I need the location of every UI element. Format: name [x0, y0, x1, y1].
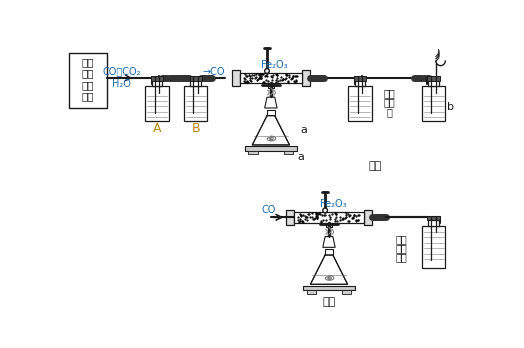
Bar: [287, 209, 294, 225]
Bar: [240, 73, 302, 83]
Bar: [145, 86, 169, 121]
Bar: [422, 86, 445, 121]
Bar: [355, 80, 365, 86]
Polygon shape: [252, 116, 289, 145]
Text: H₂O: H₂O: [112, 79, 130, 89]
Text: a: a: [300, 125, 307, 135]
Bar: [348, 86, 372, 121]
Text: →CO: →CO: [203, 67, 225, 77]
Bar: [232, 70, 240, 86]
Bar: [151, 77, 163, 81]
Bar: [428, 220, 439, 226]
Polygon shape: [325, 249, 333, 255]
Text: 图乙: 图乙: [322, 297, 336, 307]
Bar: [190, 77, 202, 81]
Bar: [245, 147, 297, 151]
Text: B: B: [191, 121, 200, 134]
Bar: [428, 216, 440, 220]
Bar: [284, 151, 293, 154]
Text: 加热: 加热: [82, 57, 94, 67]
Bar: [69, 53, 107, 108]
Text: 晶体: 晶体: [82, 80, 94, 90]
Bar: [302, 70, 310, 86]
Bar: [190, 80, 201, 86]
Text: 灰水: 灰水: [395, 252, 407, 262]
Text: Fe₂O₃: Fe₂O₃: [261, 60, 288, 70]
Bar: [151, 80, 162, 86]
Text: 图甲: 图甲: [369, 161, 382, 172]
Bar: [428, 77, 440, 81]
Bar: [184, 86, 208, 121]
Bar: [294, 212, 364, 223]
Text: 草酸: 草酸: [82, 68, 94, 78]
Bar: [268, 83, 274, 88]
Bar: [422, 226, 445, 268]
Text: 水: 水: [387, 107, 392, 117]
Text: CO、CO₂: CO、CO₂: [102, 66, 140, 76]
Circle shape: [323, 208, 328, 213]
Bar: [342, 291, 352, 294]
Text: 装置: 装置: [82, 92, 94, 101]
Polygon shape: [323, 237, 335, 247]
Text: a: a: [297, 152, 304, 162]
Text: 澳清: 澳清: [384, 88, 395, 98]
Bar: [428, 80, 439, 86]
Text: A: A: [152, 121, 161, 134]
Text: 石灰: 石灰: [384, 97, 395, 108]
Circle shape: [265, 69, 269, 73]
Bar: [303, 286, 355, 291]
Text: 的石: 的石: [395, 243, 407, 253]
Bar: [307, 291, 316, 294]
Polygon shape: [267, 110, 275, 116]
Text: b: b: [447, 102, 454, 112]
Bar: [326, 223, 332, 227]
Polygon shape: [310, 255, 347, 284]
Bar: [248, 151, 258, 154]
Text: 澳清: 澳清: [395, 234, 407, 244]
Text: CO: CO: [261, 205, 276, 215]
Text: Fe₂O₃: Fe₂O₃: [320, 199, 346, 209]
Polygon shape: [265, 97, 277, 108]
Bar: [354, 77, 366, 81]
Bar: [364, 209, 372, 225]
